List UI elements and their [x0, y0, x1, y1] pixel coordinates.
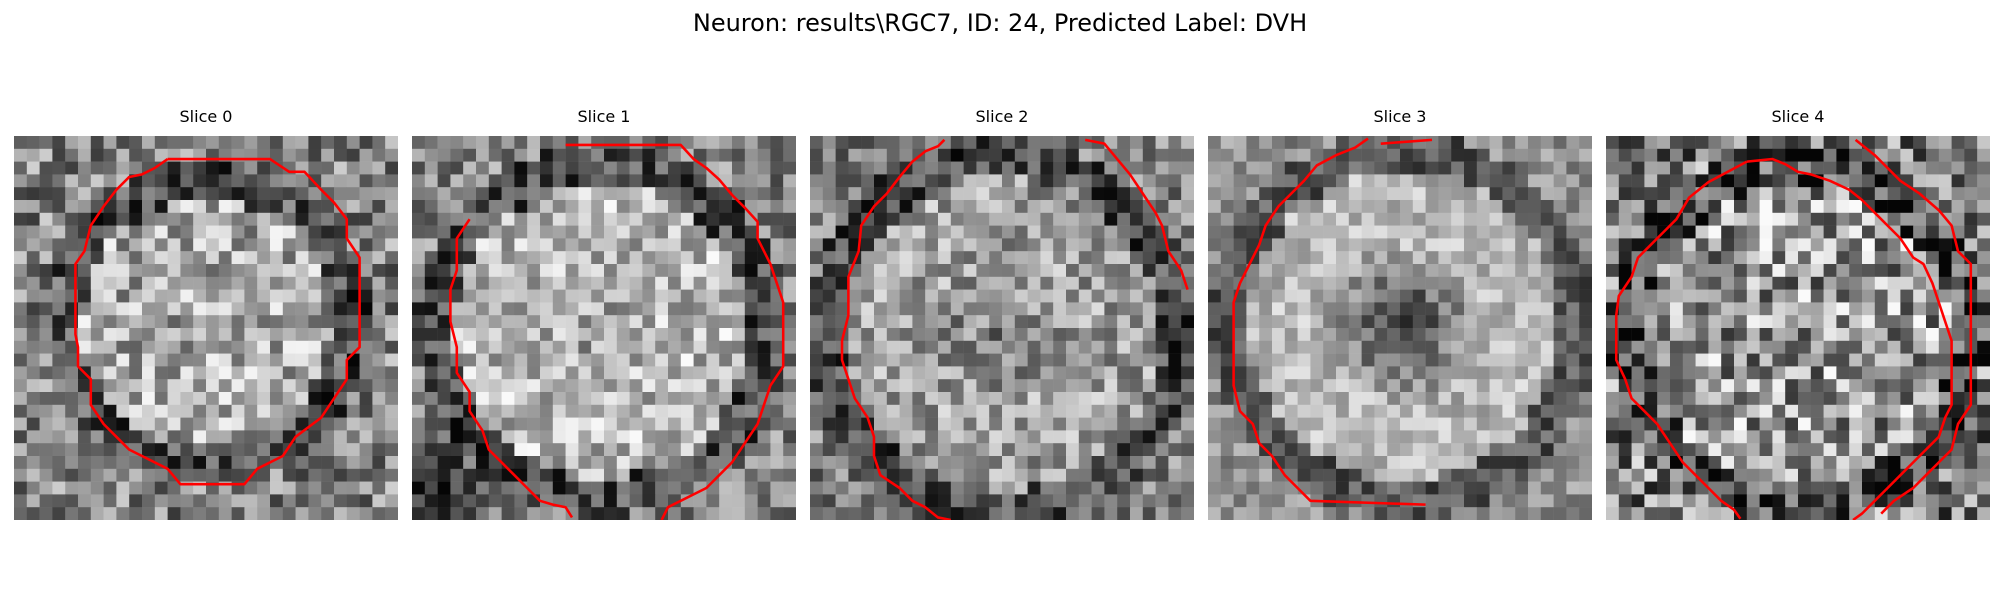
- slice-title-3: Slice 3: [1373, 107, 1427, 126]
- slice-title-1: Slice 1: [577, 107, 631, 126]
- slice-title-0: Slice 0: [179, 107, 233, 126]
- slice-title-2: Slice 2: [975, 107, 1029, 126]
- slice-panel-0: Slice 0: [14, 106, 398, 520]
- slice-image-1: [412, 136, 796, 520]
- slice-panel-3: Slice 3: [1208, 106, 1592, 520]
- slice-panel-1: Slice 1: [412, 106, 796, 520]
- contour-line-1-1: [449, 218, 574, 519]
- slice-image-4: [1606, 136, 1990, 520]
- contour-line-1-0: [565, 143, 785, 520]
- contour-line-4-0: [1854, 138, 1973, 515]
- contour-line-3-0: [1380, 138, 1433, 145]
- contour-line-4-1: [1746, 157, 1953, 520]
- contour-line-4-2: [1614, 160, 1748, 520]
- contour-line-2-1: [840, 138, 952, 520]
- slice-panel-4: Slice 4: [1606, 106, 1990, 520]
- slice-image-0: [14, 136, 398, 520]
- contour-line-2-0: [1084, 138, 1189, 291]
- slice-title-4: Slice 4: [1771, 107, 1825, 126]
- figure-title: Neuron: results\RGC7, ID: 24, Predicted …: [692, 9, 1308, 37]
- contour-line-3-1: [1232, 137, 1426, 506]
- slice-panel-2: Slice 2: [810, 106, 1194, 520]
- slice-image-2: [810, 136, 1194, 520]
- slice-image-3: [1208, 136, 1592, 520]
- contour-line-0-0: [74, 157, 361, 486]
